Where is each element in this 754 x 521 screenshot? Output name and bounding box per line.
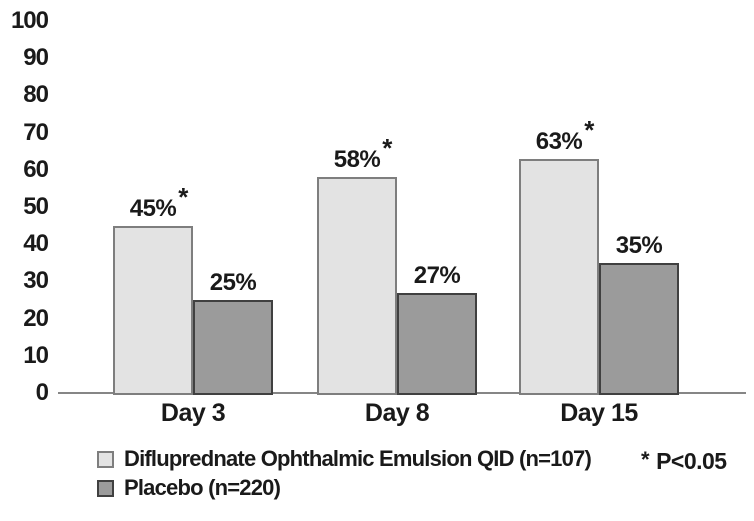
y-axis-tick-label: 90 xyxy=(23,44,49,72)
bar-difluprednate-day-15 xyxy=(519,158,599,395)
legend-swatch-difluprednate xyxy=(97,450,114,468)
bar-difluprednate-day-3 xyxy=(113,225,193,395)
legend: Difluprednate Ophthalmic Emulsion QID (n… xyxy=(97,446,592,506)
y-axis-tick-label: 30 xyxy=(23,267,49,295)
bar-placebo-day-3 xyxy=(193,300,273,395)
bar-value-label-difluprednate-day-15: 63% * xyxy=(535,114,595,155)
legend-label-placebo: Placebo (n=220) xyxy=(124,475,281,500)
bar-value-label-difluprednate-day-3: 45% * xyxy=(129,181,189,222)
bar-placebo-day-15 xyxy=(599,262,679,395)
legend-label-difluprednate: Difluprednate Ophthalmic Emulsion QID (n… xyxy=(124,446,592,471)
bar-value-label-placebo-day-3: 25% xyxy=(209,269,257,296)
y-axis-tick-label: 0 xyxy=(35,379,49,406)
x-axis-label-day-3: Day 3 xyxy=(160,399,226,427)
x-axis-label-day-8: Day 8 xyxy=(364,399,430,427)
y-axis-tick-label: 60 xyxy=(23,155,49,183)
bar-value-label-placebo-day-15: 35% xyxy=(615,231,663,259)
significance-asterisk-icon: * xyxy=(178,181,188,212)
y-axis-tick-label: 80 xyxy=(23,81,49,109)
legend-item-placebo: Placebo (n=220) xyxy=(97,475,591,500)
bar-value-label-placebo-day-8: 27% xyxy=(413,261,461,289)
y-axis-tick-label: 20 xyxy=(23,304,49,332)
x-axis-label-day-15: Day 15 xyxy=(560,399,638,427)
bar-difluprednate-day-8 xyxy=(317,177,397,395)
y-axis-tick-label: 70 xyxy=(23,118,49,146)
legend-swatch-placebo xyxy=(97,479,114,497)
y-axis-tick-label: 40 xyxy=(23,230,49,258)
y-axis-tick-label: 50 xyxy=(23,193,49,220)
significance-asterisk-icon: * xyxy=(382,133,392,164)
significance-asterisk-icon: * xyxy=(584,114,594,145)
asterisk-icon: * xyxy=(641,447,650,472)
legend-item-difluprednate: Difluprednate Ophthalmic Emulsion QID (n… xyxy=(97,446,592,471)
y-axis-tick-label: 10 xyxy=(23,341,49,369)
significance-note: * P<0.05 xyxy=(641,447,727,475)
y-axis-tick-label: 100 xyxy=(10,7,49,34)
bar-value-label-difluprednate-day-8: 58% * xyxy=(333,133,393,174)
significance-note-text: P<0.05 xyxy=(656,448,727,474)
bar-placebo-day-8 xyxy=(397,292,477,395)
